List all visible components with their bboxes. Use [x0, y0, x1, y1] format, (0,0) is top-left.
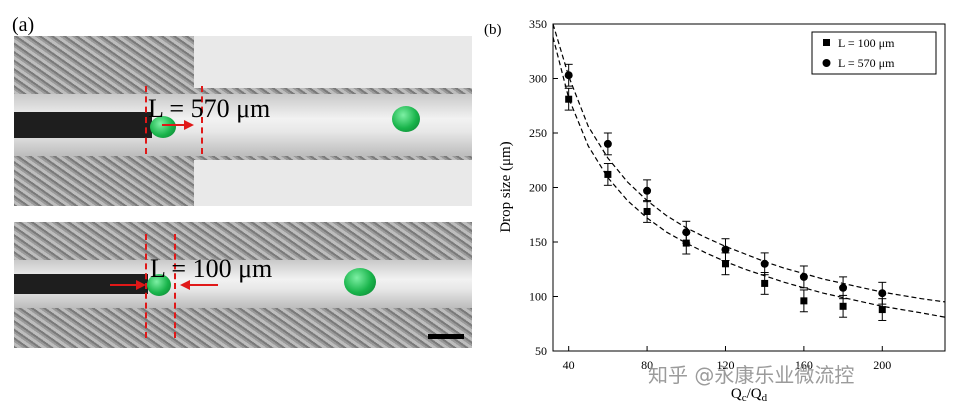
watermark: 知乎 @永康乐业微流控	[648, 363, 854, 387]
legend-box	[811, 31, 937, 75]
length-arrow	[162, 124, 184, 126]
panel-a-label: (a)	[12, 14, 35, 36]
y-tick-label: 200	[529, 181, 547, 195]
x-tick-label: 160	[795, 358, 813, 372]
data-point-square	[604, 170, 612, 178]
data-point-square	[565, 95, 573, 103]
arrow-head	[184, 120, 194, 130]
micrograph-top: L = 570 μm	[14, 36, 472, 206]
length-label-bottom: L = 100 μm	[150, 254, 273, 283]
y-tick-label: 350	[529, 17, 547, 31]
legend-label-l100: L = 100 μm	[838, 36, 895, 50]
length-arrow	[110, 284, 140, 286]
length-label-top: L = 570 μm	[148, 94, 271, 123]
drop-size-chart: (b) 50 100 150 200 250 300 350 40 80 120 160 200 Dr…	[484, 17, 946, 404]
data-point-square	[682, 239, 690, 247]
scale-bar	[428, 334, 464, 339]
x-axis-title: Qc/Qd	[731, 386, 768, 404]
data-point-square	[839, 302, 847, 310]
fit-line-1	[552, 23, 946, 303]
fit-curves	[552, 23, 946, 318]
data-point-circle	[760, 259, 769, 268]
y-tick-label: 250	[529, 126, 547, 140]
arrow-head	[136, 280, 146, 290]
legend-marker-square	[823, 39, 830, 46]
droplet	[150, 116, 176, 138]
marker-line-right	[201, 86, 203, 154]
y-tick-label: 100	[529, 290, 547, 304]
data-points	[564, 71, 887, 314]
y-axis-title: Drop size (μm)	[498, 141, 514, 232]
channel-wall-lower	[14, 306, 472, 348]
data-point-square	[878, 306, 886, 314]
length-arrow	[188, 284, 218, 286]
data-point-circle	[603, 139, 612, 148]
droplet	[392, 106, 420, 132]
legend-marker-circle	[822, 59, 831, 67]
data-point-circle	[643, 186, 652, 195]
y-tick-label: 50	[535, 344, 547, 358]
marker-line-right	[174, 234, 176, 338]
x-tick-label: 40	[563, 358, 575, 372]
data-point-square	[761, 279, 769, 287]
data-point-circle	[682, 228, 691, 237]
y-tick-label: 300	[529, 72, 547, 86]
data-point-circle	[564, 71, 573, 80]
channel-outer-light-upper	[194, 36, 472, 88]
x-tick-label: 120	[716, 358, 734, 372]
y-tick-label: 150	[529, 235, 547, 249]
data-point-square	[643, 207, 651, 215]
droplet	[147, 274, 171, 296]
x-tick-label: 200	[873, 358, 891, 372]
data-point-circle	[799, 272, 808, 281]
inner-capillary	[14, 112, 152, 138]
axis-ticks: 50 100 150 200 250 300 350 40 80 120 160 200	[529, 17, 891, 372]
micrograph-bottom: L = 100 μm	[14, 222, 472, 348]
data-point-square	[800, 297, 808, 305]
legend: L = 100 μm L = 570 μm	[811, 31, 937, 75]
channel-outer-light-lower	[194, 160, 472, 206]
marker-line-left	[145, 234, 147, 338]
data-point-circle	[721, 245, 730, 254]
data-point-square	[721, 260, 729, 268]
arrow-head	[180, 280, 190, 290]
legend-label-l570: L = 570 μm	[838, 56, 895, 70]
marker-line-left	[145, 86, 147, 154]
channel-wall-upper	[14, 222, 472, 262]
data-point-circle	[839, 283, 848, 292]
error-bars	[564, 63, 887, 321]
fit-line-0	[552, 36, 946, 318]
x-tick-label: 80	[641, 358, 653, 372]
data-point-circle	[878, 289, 887, 298]
panel-b-label: (b)	[484, 22, 502, 38]
inner-capillary	[14, 274, 148, 294]
droplet	[344, 268, 376, 296]
micrograph-panel: (a) L = 570 μm L = 100 μm	[12, 14, 472, 348]
